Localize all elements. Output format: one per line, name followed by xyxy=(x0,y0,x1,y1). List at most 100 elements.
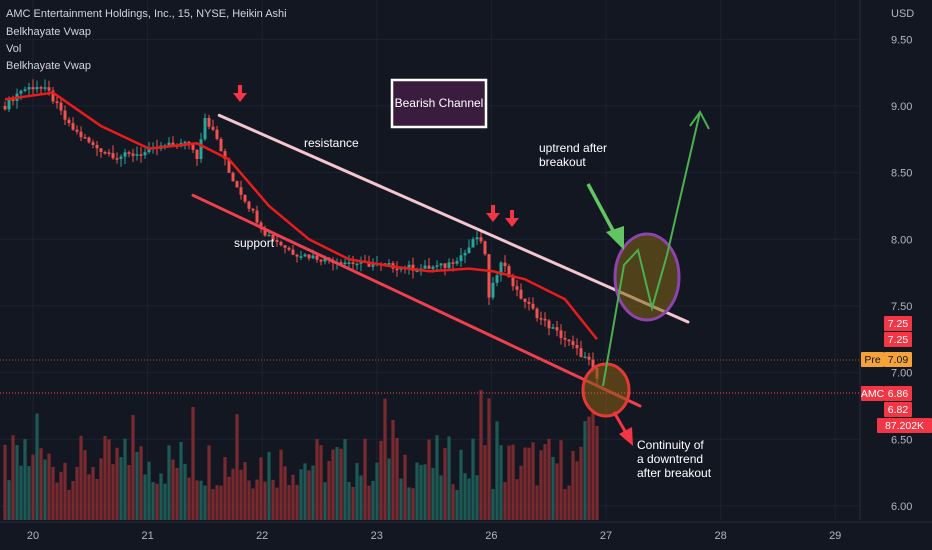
volume-bar xyxy=(307,470,311,520)
volume-bar xyxy=(303,463,307,520)
candle-body xyxy=(435,265,439,267)
candle-body xyxy=(499,262,503,276)
candle-body xyxy=(103,151,107,154)
volume-bar xyxy=(583,421,587,520)
pre-label-bg xyxy=(861,352,884,367)
candle-body xyxy=(531,303,535,309)
uptrend-projection xyxy=(602,111,701,387)
candle-body xyxy=(283,245,287,248)
uptrend-pointer-arrowhead xyxy=(606,226,624,250)
candle-body xyxy=(183,141,187,144)
volume-bar xyxy=(407,487,411,520)
volume-bar xyxy=(383,398,387,520)
volume-bar xyxy=(243,462,247,520)
volume-bar xyxy=(195,480,199,520)
candle-body xyxy=(111,153,115,159)
volume-bar xyxy=(107,439,111,520)
x-tick-label: 23 xyxy=(371,530,383,542)
candle-body xyxy=(491,282,495,298)
candle-body xyxy=(371,264,375,267)
candle-body xyxy=(559,330,563,338)
volume-bar xyxy=(87,474,91,520)
candle-body xyxy=(75,129,79,132)
volume-bar xyxy=(19,465,23,520)
candle-body xyxy=(275,240,279,242)
candle-body xyxy=(539,318,543,320)
candle-body xyxy=(259,222,263,229)
candle-body xyxy=(459,255,463,262)
volume-bar xyxy=(167,445,171,520)
volume-bar xyxy=(315,438,319,520)
candle-body xyxy=(95,144,99,149)
volume-bar xyxy=(319,445,323,520)
candle-body xyxy=(243,194,247,202)
x-tick-label: 22 xyxy=(256,530,268,542)
top-arrow-0 xyxy=(233,85,247,102)
candle-body xyxy=(319,259,323,262)
candle-body xyxy=(247,201,251,209)
volume-bar xyxy=(267,451,271,520)
candle-body xyxy=(447,262,451,268)
candle-body xyxy=(451,262,455,264)
candle-body xyxy=(31,87,35,90)
volume-bar xyxy=(479,390,483,520)
candle-body xyxy=(23,89,27,91)
volume-tag-bg xyxy=(877,418,932,433)
volume-bar xyxy=(567,485,571,520)
candle-body xyxy=(43,87,47,89)
candle-body xyxy=(355,263,359,266)
volume-bar xyxy=(27,466,31,520)
volume-bar xyxy=(375,462,379,520)
volume-bar xyxy=(379,440,383,520)
candle-body xyxy=(227,159,231,173)
candle-body xyxy=(411,264,415,271)
volume-bar xyxy=(15,445,19,520)
candle-body xyxy=(207,117,211,127)
candle-body xyxy=(135,154,139,156)
amc-price: 6.86 xyxy=(888,388,909,400)
candle-body xyxy=(143,152,147,156)
continuity-label-3: after breakout xyxy=(637,466,712,480)
volume-bar xyxy=(175,467,179,520)
volume-bar xyxy=(163,483,167,520)
volume-bar xyxy=(487,398,491,520)
volume-bar xyxy=(227,476,231,520)
candle-body xyxy=(555,327,559,331)
volume-bar xyxy=(231,468,235,520)
candle-body xyxy=(575,345,579,349)
volume-bar xyxy=(199,480,203,520)
candle-body xyxy=(195,149,199,160)
volume-bar xyxy=(159,473,163,520)
volume-bar xyxy=(143,474,147,520)
volume-bar xyxy=(371,480,375,520)
candle-body xyxy=(219,138,223,152)
volume-bar xyxy=(147,461,151,520)
indicator-label-vol: Vol xyxy=(6,43,22,55)
volume-bar xyxy=(339,448,343,520)
continuity-label-2: a downtrend xyxy=(637,452,703,466)
candle-body xyxy=(119,156,123,159)
chart-title: AMC Entertainment Holdings, Inc., 15, NY… xyxy=(6,8,287,20)
candle-body xyxy=(303,254,307,257)
volume-bar xyxy=(279,449,283,520)
volume-bar xyxy=(291,474,295,520)
volume-bar xyxy=(351,486,355,520)
amc-price-2: 6.82 xyxy=(888,404,909,416)
candle-body xyxy=(79,131,83,138)
volume-bar xyxy=(295,484,299,520)
volume-bar xyxy=(219,485,223,520)
volume-bar xyxy=(151,482,155,520)
candle-body xyxy=(511,277,515,287)
volume-bar xyxy=(111,464,115,520)
candle-body xyxy=(47,87,51,91)
uptrend-label-1: uptrend after xyxy=(539,141,607,155)
volume-bar xyxy=(431,467,435,520)
candle-body xyxy=(347,262,351,264)
candle-body xyxy=(495,275,499,283)
candle-body xyxy=(423,265,427,269)
resistance-line xyxy=(217,113,690,324)
volume-bar xyxy=(139,446,143,520)
volume-bar xyxy=(235,414,239,520)
candle-body xyxy=(291,249,295,255)
